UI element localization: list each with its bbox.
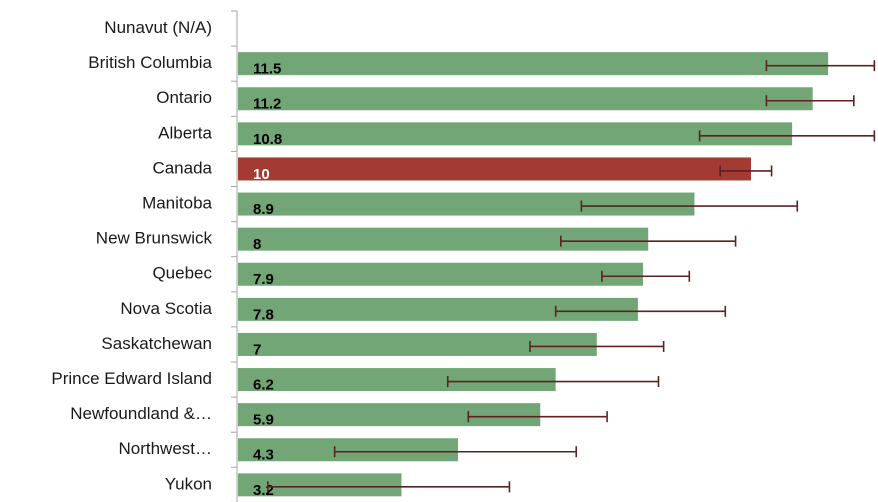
bar — [238, 122, 793, 146]
category-label: Manitoba — [142, 194, 212, 213]
bar — [238, 227, 649, 251]
category-label: Alberta — [158, 123, 212, 142]
category-label: Saskatchewan — [101, 334, 212, 353]
data-label: 7.9 — [253, 271, 274, 288]
data-label: 7.8 — [253, 306, 274, 323]
data-label: 11.2 — [253, 96, 281, 113]
data-label: 10.8 — [253, 131, 282, 148]
data-label: 5.9 — [253, 412, 274, 429]
data-label: 3.2 — [253, 482, 274, 499]
category-label: Ontario — [156, 88, 212, 107]
data-label: 11.5 — [253, 61, 281, 78]
data-label: 8.9 — [253, 201, 274, 218]
bar — [238, 438, 459, 462]
category-label: Canada — [152, 158, 212, 177]
bar — [238, 403, 541, 427]
bar — [238, 87, 813, 111]
category-label: Quebec — [152, 264, 212, 283]
category-label: Yukon — [165, 474, 212, 493]
category-label: New Brunswick — [96, 229, 213, 248]
data-label: 7 — [253, 341, 261, 358]
category-label: British Columbia — [88, 53, 212, 72]
bar — [238, 368, 556, 392]
category-label: Nova Scotia — [120, 299, 212, 318]
bar — [238, 192, 695, 216]
bar — [238, 262, 644, 286]
category-label: Newfoundland &… — [70, 404, 212, 423]
category-label: Northwest… — [118, 439, 212, 458]
category-label: Nunavut (N/A) — [104, 18, 212, 37]
data-label: 8 — [253, 236, 261, 253]
data-label: 4.3 — [253, 447, 274, 464]
data-label: 10 — [253, 166, 270, 183]
bar-highlight — [238, 157, 751, 181]
bar — [238, 52, 829, 76]
bar — [238, 332, 597, 356]
bar — [238, 473, 402, 497]
bar — [238, 297, 638, 321]
data-label: 6.2 — [253, 377, 274, 394]
category-label: Prince Edward Island — [51, 369, 212, 388]
